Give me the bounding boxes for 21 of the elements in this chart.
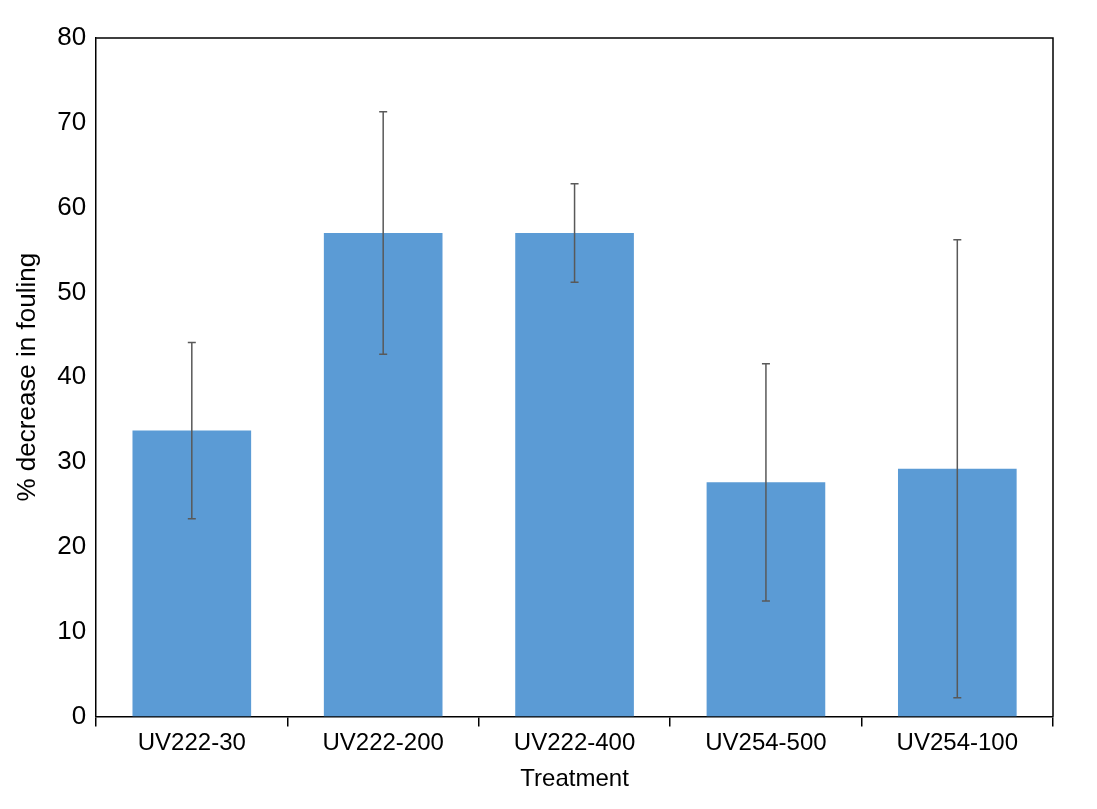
y-tick-label: 70	[57, 105, 87, 136]
y-tick-label: 80	[57, 21, 87, 52]
x-tick-label: UV222-400	[513, 728, 636, 756]
x-tick-label: UV222-200	[322, 728, 444, 756]
y-axis-title: % decrease in fouling	[10, 252, 41, 502]
y-tick-label: 50	[57, 275, 87, 306]
y-tick-label: 40	[57, 360, 87, 391]
x-axis-title: Treatment	[520, 764, 630, 792]
bar	[706, 482, 826, 717]
x-tick-label: UV222-30	[137, 728, 246, 756]
y-tick-label: 20	[57, 529, 87, 560]
y-tick-label: 10	[57, 614, 87, 645]
bar	[323, 233, 443, 717]
x-tick-label: UV254-500	[705, 728, 827, 756]
bar	[132, 430, 252, 717]
bar	[515, 233, 634, 717]
y-tick-label: 30	[57, 445, 87, 476]
x-tick-label: UV254-100	[896, 728, 1019, 756]
y-tick-label: 60	[57, 190, 87, 221]
y-tick-label: 0	[71, 699, 87, 730]
bar	[897, 468, 1017, 717]
